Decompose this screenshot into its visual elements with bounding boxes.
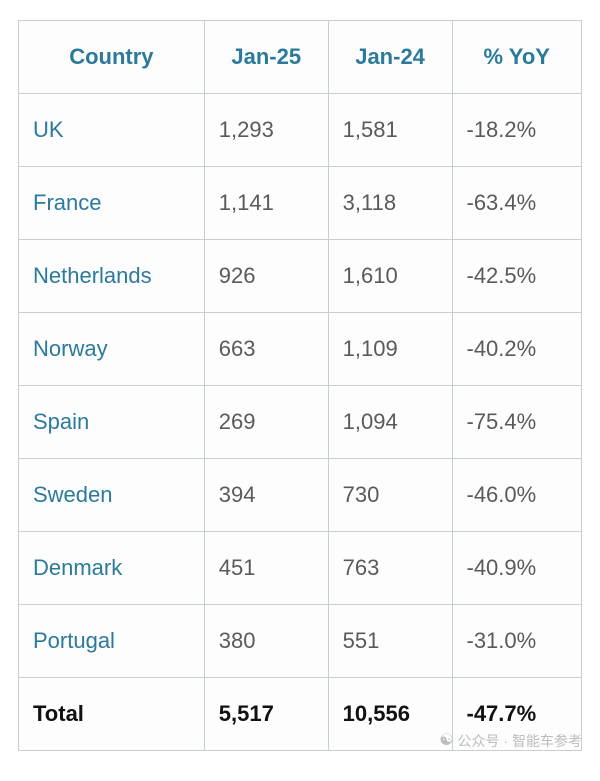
cell-country: France xyxy=(19,167,205,240)
table-row: Sweden 394 730 -46.0% xyxy=(19,459,582,532)
cell-jan25: 926 xyxy=(204,240,328,313)
cell-jan25: 380 xyxy=(204,605,328,678)
header-yoy: % YoY xyxy=(452,21,582,94)
table-row: Portugal 380 551 -31.0% xyxy=(19,605,582,678)
cell-total-jan24: 10,556 xyxy=(328,678,452,751)
cell-total-yoy: -47.7% xyxy=(452,678,582,751)
cell-jan24: 1,581 xyxy=(328,94,452,167)
header-country: Country xyxy=(19,21,205,94)
cell-jan25: 269 xyxy=(204,386,328,459)
cell-country: UK xyxy=(19,94,205,167)
cell-jan24: 1,109 xyxy=(328,313,452,386)
data-table: Country Jan-25 Jan-24 % YoY UK 1,293 1,5… xyxy=(18,20,582,751)
table-row: Norway 663 1,109 -40.2% xyxy=(19,313,582,386)
cell-jan25: 1,293 xyxy=(204,94,328,167)
header-jan25: Jan-25 xyxy=(204,21,328,94)
cell-yoy: -40.2% xyxy=(452,313,582,386)
cell-jan25: 663 xyxy=(204,313,328,386)
table-row: Denmark 451 763 -40.9% xyxy=(19,532,582,605)
cell-jan25: 1,141 xyxy=(204,167,328,240)
table-row: Spain 269 1,094 -75.4% xyxy=(19,386,582,459)
cell-total-jan25: 5,517 xyxy=(204,678,328,751)
table-row: France 1,141 3,118 -63.4% xyxy=(19,167,582,240)
cell-yoy: -75.4% xyxy=(452,386,582,459)
cell-jan24: 763 xyxy=(328,532,452,605)
cell-total-label: Total xyxy=(19,678,205,751)
cell-jan24: 551 xyxy=(328,605,452,678)
table-body: UK 1,293 1,581 -18.2% France 1,141 3,118… xyxy=(19,94,582,751)
cell-jan25: 451 xyxy=(204,532,328,605)
cell-jan24: 1,610 xyxy=(328,240,452,313)
cell-yoy: -18.2% xyxy=(452,94,582,167)
cell-country: Norway xyxy=(19,313,205,386)
cell-jan24: 730 xyxy=(328,459,452,532)
cell-jan24: 3,118 xyxy=(328,167,452,240)
cell-jan24: 1,094 xyxy=(328,386,452,459)
cell-jan25: 394 xyxy=(204,459,328,532)
table-row: Netherlands 926 1,610 -42.5% xyxy=(19,240,582,313)
cell-country: Denmark xyxy=(19,532,205,605)
cell-yoy: -42.5% xyxy=(452,240,582,313)
cell-yoy: -63.4% xyxy=(452,167,582,240)
cell-country: Netherlands xyxy=(19,240,205,313)
cell-yoy: -31.0% xyxy=(452,605,582,678)
table-row: UK 1,293 1,581 -18.2% xyxy=(19,94,582,167)
table-total-row: Total 5,517 10,556 -47.7% xyxy=(19,678,582,751)
header-jan24: Jan-24 xyxy=(328,21,452,94)
cell-country: Portugal xyxy=(19,605,205,678)
cell-yoy: -46.0% xyxy=(452,459,582,532)
cell-yoy: -40.9% xyxy=(452,532,582,605)
cell-country: Sweden xyxy=(19,459,205,532)
table-header-row: Country Jan-25 Jan-24 % YoY xyxy=(19,21,582,94)
cell-country: Spain xyxy=(19,386,205,459)
